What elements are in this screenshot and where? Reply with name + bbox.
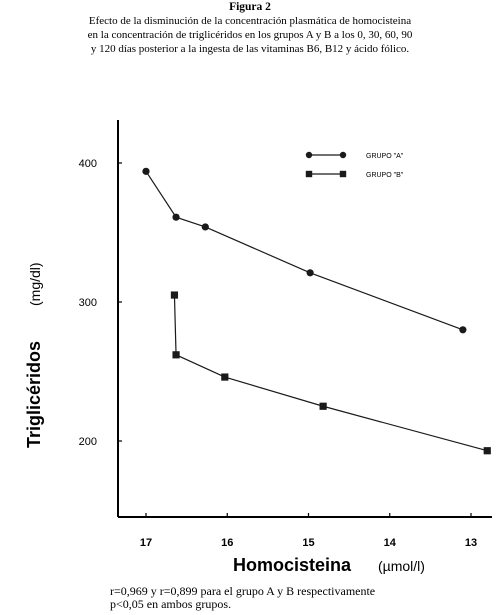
data-point [172, 213, 180, 221]
chart-axes [117, 120, 492, 518]
y-axis-label: Triglicéridos [24, 341, 44, 448]
data-point [306, 269, 314, 277]
figure-title: Figura 2 [229, 1, 271, 13]
series-grupo-a [142, 167, 467, 334]
caption-line: en la concentración de triglicéridos en … [87, 29, 413, 41]
y-axis-unit: (mg/dl) [27, 262, 43, 306]
x-axis-unit: (µmol/l) [378, 558, 425, 574]
data-point [172, 351, 180, 359]
legend-label: GRUPO "A" [366, 153, 404, 160]
x-tick-label: 13 [465, 537, 477, 549]
legend-item: GRUPO "B" [305, 170, 404, 179]
x-tick-label: 14 [384, 537, 397, 549]
data-point [221, 373, 229, 381]
legend-marker [339, 151, 347, 159]
chart-series [142, 167, 491, 455]
y-axis-label-group: Triglicéridos (mg/dl) [24, 262, 44, 448]
data-point [319, 402, 327, 410]
y-tick-label: 200 [79, 436, 97, 448]
chart-axis-labels: Homocisteina (µmol/l) Triglicéridos (mg/dl) [24, 262, 425, 575]
x-tick-label: 15 [302, 537, 314, 549]
caption-line: y 120 días posterior a la ingesta de las… [90, 43, 410, 55]
caption-line: Efecto de la disminución de la concentra… [88, 15, 412, 27]
figure-header: Figura 2 Efecto de la disminución de la … [0, 0, 500, 56]
chart-legend: GRUPO "A" GRUPO "B" [305, 151, 404, 179]
x-axis-label: Homocisteina [233, 555, 352, 575]
series-grupo-b [170, 291, 491, 455]
data-point [201, 223, 209, 231]
figure-footer: r=0,969 y r=0,899 para el grupo A y B re… [110, 585, 375, 611]
legend-marker [305, 151, 313, 159]
chart-ticks: 17 16 15 14 13 200 300 400 [79, 158, 477, 549]
figure-caption: Efecto de la disminución de la concentra… [0, 14, 500, 56]
legend-item: GRUPO "A" [305, 151, 404, 160]
data-point [142, 167, 150, 175]
data-point [483, 447, 491, 455]
legend-label: GRUPO "B" [366, 172, 404, 179]
y-tick-label: 400 [79, 158, 97, 170]
data-point [459, 326, 467, 334]
y-tick-label: 300 [79, 297, 97, 309]
series-line [173, 295, 488, 452]
footer-line: p<0,05 en ambos grupos. [110, 597, 232, 611]
series-line [145, 171, 464, 331]
data-point [170, 291, 179, 299]
legend-marker [339, 170, 347, 178]
legend-marker [305, 170, 313, 178]
footer-line: r=0,969 y r=0,899 para el grupo A y B re… [110, 584, 376, 598]
x-tick-label: 16 [221, 537, 233, 549]
x-tick-label: 17 [140, 537, 152, 549]
